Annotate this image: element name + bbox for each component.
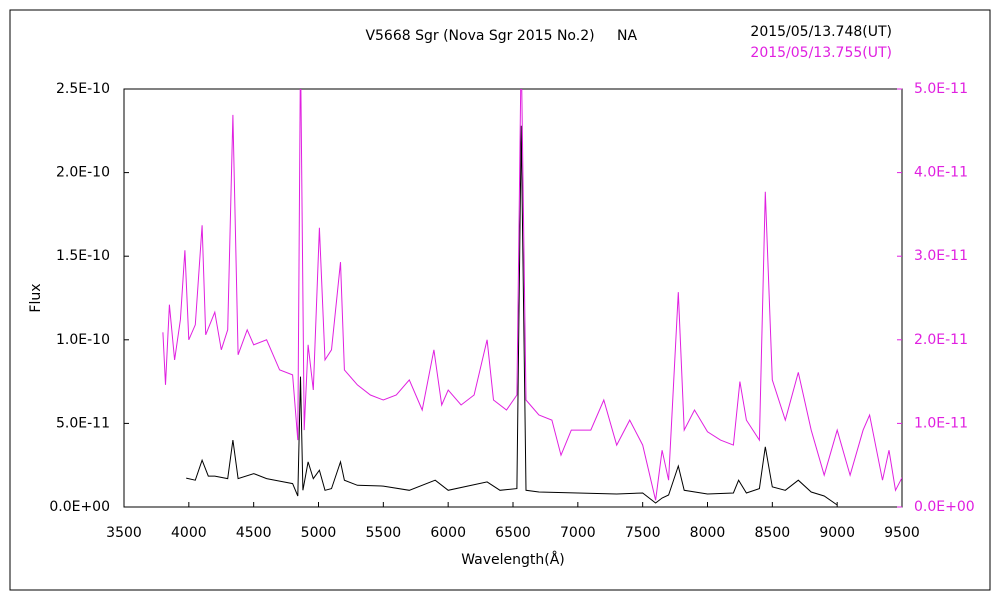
- y2-tick-label: 2.0E-11: [914, 332, 968, 348]
- frame: [9, 9, 991, 591]
- x-tick-label: 7500: [625, 525, 661, 541]
- x-tick-label: 8000: [690, 525, 726, 541]
- y2-tick-label: 0.0E+00: [914, 499, 975, 515]
- y-tick-label: 5.0E-11: [56, 415, 110, 431]
- x-axis-label: Wavelength(Å): [461, 551, 565, 568]
- legend-entry: 2015/05/13.748(UT): [750, 24, 892, 40]
- y-tick-label: 2.0E-10: [56, 165, 110, 181]
- x-tick-label: 5000: [301, 525, 337, 541]
- x-tick-label: 5500: [366, 525, 402, 541]
- y-tick-label: 0.0E+00: [49, 499, 110, 515]
- y2-tick-label: 3.0E-11: [914, 248, 968, 264]
- x-tick-label: 9000: [819, 525, 855, 541]
- series-line: [186, 125, 838, 506]
- x-tick-label: 9500: [884, 525, 920, 541]
- x-tick-label: 3500: [106, 525, 142, 541]
- x-tick-label: 8500: [755, 525, 791, 541]
- chart-title: V5668 Sgr (Nova Sgr 2015 No.2): [365, 28, 594, 44]
- x-tick-label: 6000: [430, 525, 466, 541]
- y-tick-label: 1.0E-10: [56, 332, 110, 348]
- annotation: NA: [617, 28, 637, 44]
- x-tick-label: 6500: [495, 525, 531, 541]
- x-tick-label: 4000: [171, 525, 207, 541]
- y-axis-label: Flux: [28, 283, 44, 312]
- plot-area: [123, 88, 903, 508]
- legend-entry: 2015/05/13.755(UT): [750, 45, 892, 61]
- x-tick-label: 7000: [560, 525, 596, 541]
- y-tick-label: 1.5E-10: [56, 248, 110, 264]
- series-line: [162, 89, 902, 501]
- y2-tick-label: 1.0E-11: [914, 415, 968, 431]
- y2-tick-label: 5.0E-11: [914, 81, 968, 97]
- y-tick-label: 2.5E-10: [56, 81, 110, 97]
- y2-tick-label: 4.0E-11: [914, 165, 968, 181]
- x-tick-label: 4500: [236, 525, 272, 541]
